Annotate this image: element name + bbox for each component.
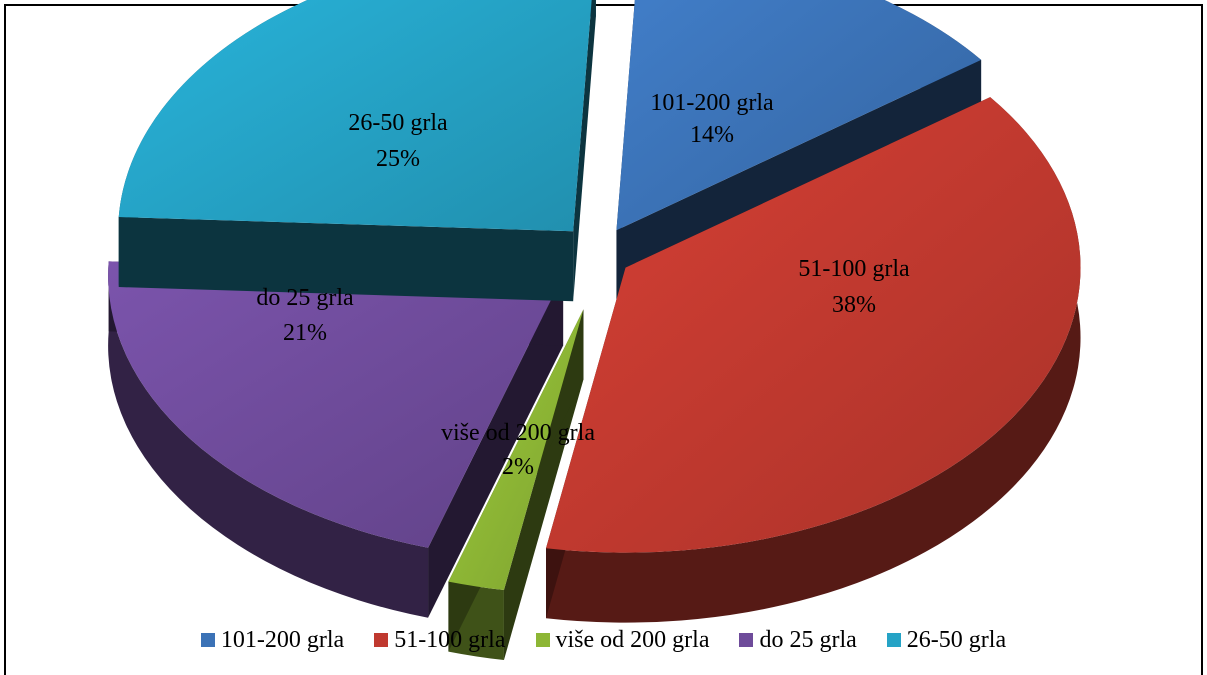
slice-1-percent: 38% [832, 292, 876, 318]
slice-2-top [448, 309, 584, 591]
slice-2-percent: 2% [502, 454, 534, 480]
legend-swatch-2 [535, 633, 550, 647]
slice-3-top [108, 261, 564, 548]
legend-swatch-3 [739, 633, 754, 647]
slice-3-label: do 25 grla [256, 285, 354, 311]
slice-4-top [118, 0, 592, 232]
slice-3-radial-side-0 [428, 275, 564, 618]
slice-0-label: 101-200 grla [650, 90, 774, 116]
labels-layer: 101-200 grla 14% 51-100 grla 38% više od 200… [256, 90, 910, 480]
slice-3-percent: 21% [283, 320, 327, 346]
slice-4-radial-side-0 [118, 217, 574, 302]
slice-4-percent: 25% [376, 146, 420, 172]
legend-swatch-4 [886, 633, 901, 647]
legend-item-2: više od 200 grla [535, 626, 710, 654]
legend-item-1: 51-100 grla [374, 626, 506, 654]
legend-label-1: 51-100 grla [394, 626, 506, 653]
legend: 101-200 grla 51-100 grla više od 200 grla d… [0, 620, 1207, 660]
slice-4-body [118, 0, 596, 302]
slice-3-outer-side [108, 261, 429, 618]
slice-2-body [448, 309, 584, 661]
legend-item-0: 101-200 grla [200, 626, 345, 654]
legend-swatch-1 [374, 633, 389, 647]
slices-layer [108, 0, 1081, 661]
slice-2-label: više od 200 grla [441, 420, 595, 446]
legend-label-3: do 25 grla [759, 626, 857, 653]
slice-1-outer-side [546, 97, 1081, 623]
legend-label-2: više od 200 grla [555, 626, 710, 653]
slice-0-percent: 14% [690, 122, 734, 148]
slice-4-label: 26-50 grla [348, 110, 448, 136]
slice-0-top [616, 0, 982, 231]
slice-1-label: 51-100 grla [798, 256, 910, 282]
legend-item-4: 26-50 grla [886, 626, 1007, 654]
frame-border-left [4, 4, 6, 675]
legend-item-3: do 25 grla [739, 626, 857, 654]
legend-swatch-0 [200, 633, 215, 647]
legend-label-0: 101-200 grla [220, 626, 345, 653]
frame-border-top [4, 4, 1203, 6]
legend-label-4: 26-50 grla [906, 626, 1007, 653]
slice-1-top [546, 97, 1081, 553]
slice-1-body [546, 97, 1081, 623]
slice-4-radial-side-1 [573, 0, 596, 302]
frame-border-right [1201, 4, 1203, 675]
